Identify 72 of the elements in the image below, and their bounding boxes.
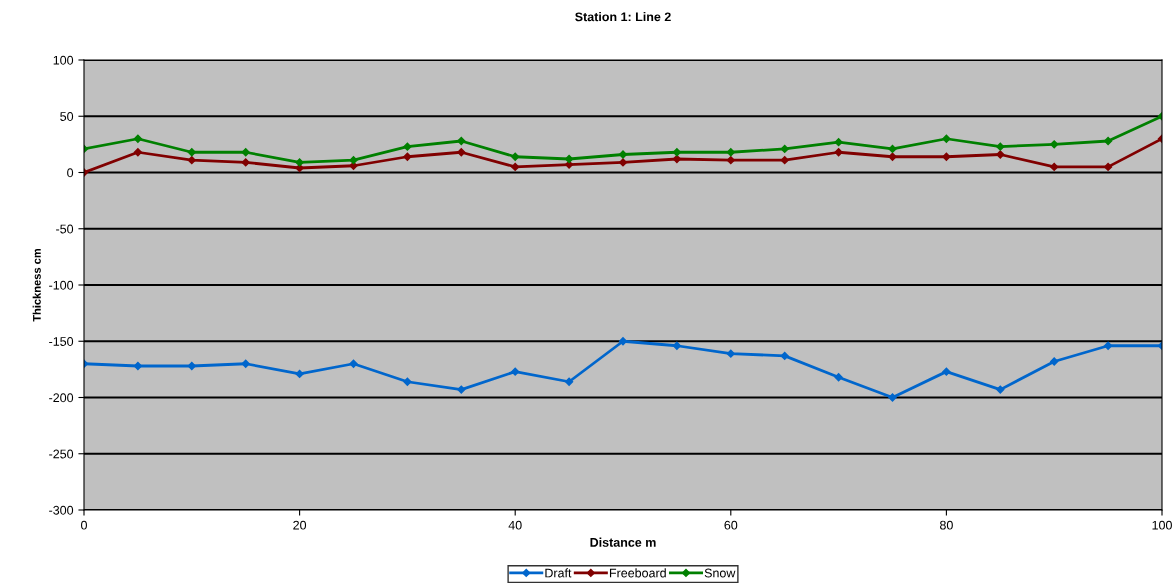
y-tick-label: -100: [49, 280, 74, 290]
point: [457, 385, 466, 394]
point: [1050, 357, 1059, 366]
point: [1103, 162, 1113, 172]
point: [457, 148, 466, 157]
point: [564, 154, 574, 164]
point: [726, 148, 735, 157]
point: [511, 367, 520, 376]
point: [403, 377, 412, 386]
point: [187, 155, 196, 165]
point: [295, 158, 304, 167]
point: [780, 351, 789, 361]
point: [1050, 140, 1059, 149]
point: [834, 137, 843, 147]
point: [187, 361, 196, 371]
point: [295, 369, 304, 379]
point: [241, 148, 250, 157]
y-tick-label: 0: [67, 168, 74, 178]
legend-label: Freeboard: [609, 568, 666, 578]
point: [726, 155, 735, 165]
y-tick-label: 50: [60, 112, 74, 121]
point: [834, 373, 843, 382]
chart-title: Station 1: Line 2: [575, 12, 671, 22]
point: [241, 359, 250, 368]
point: [564, 377, 574, 386]
point: [996, 142, 1005, 151]
point: [942, 367, 951, 376]
point: [780, 155, 789, 165]
point: [511, 152, 520, 161]
point: [996, 385, 1005, 394]
x-tick-label: 60: [724, 520, 738, 530]
x-tick-label: 0: [81, 520, 87, 530]
point: [942, 152, 951, 161]
point: [618, 158, 628, 167]
y-axis-title: Thickness cm: [32, 248, 41, 322]
point: [996, 150, 1005, 159]
y-tick-label: -50: [56, 224, 74, 234]
x-tick-label: 20: [293, 520, 307, 530]
legend-label: Draft: [545, 568, 572, 578]
x-tick-label: 100: [1152, 520, 1172, 530]
y-tick-label: -150: [49, 337, 74, 346]
legend-label: Snow: [704, 568, 736, 578]
point: [403, 142, 412, 151]
point: [672, 148, 682, 157]
point: [511, 162, 520, 172]
x-tick-label: 40: [508, 520, 522, 530]
point: [349, 359, 358, 368]
y-tick-label: -200: [49, 393, 74, 403]
point: [942, 134, 951, 143]
point: [834, 148, 843, 157]
point: [403, 152, 412, 161]
y-tick-label: -300: [49, 505, 74, 515]
point: [888, 144, 897, 154]
point: [888, 152, 897, 161]
point: [133, 148, 143, 157]
point: [1103, 341, 1113, 350]
point: [1103, 136, 1113, 146]
point: [241, 158, 250, 167]
point: [133, 134, 143, 143]
y-tick-label: -250: [49, 449, 74, 459]
point: [888, 393, 897, 402]
x-axis-title: Distance m: [590, 537, 656, 547]
point: [349, 155, 358, 165]
point: [187, 148, 196, 157]
point: [726, 349, 735, 358]
point: [457, 136, 466, 146]
x-tick-label: 80: [939, 520, 953, 530]
point: [780, 144, 789, 154]
point: [672, 341, 682, 350]
point: [1050, 162, 1059, 172]
point: [672, 154, 682, 164]
y-tick-label: 100: [53, 55, 74, 65]
